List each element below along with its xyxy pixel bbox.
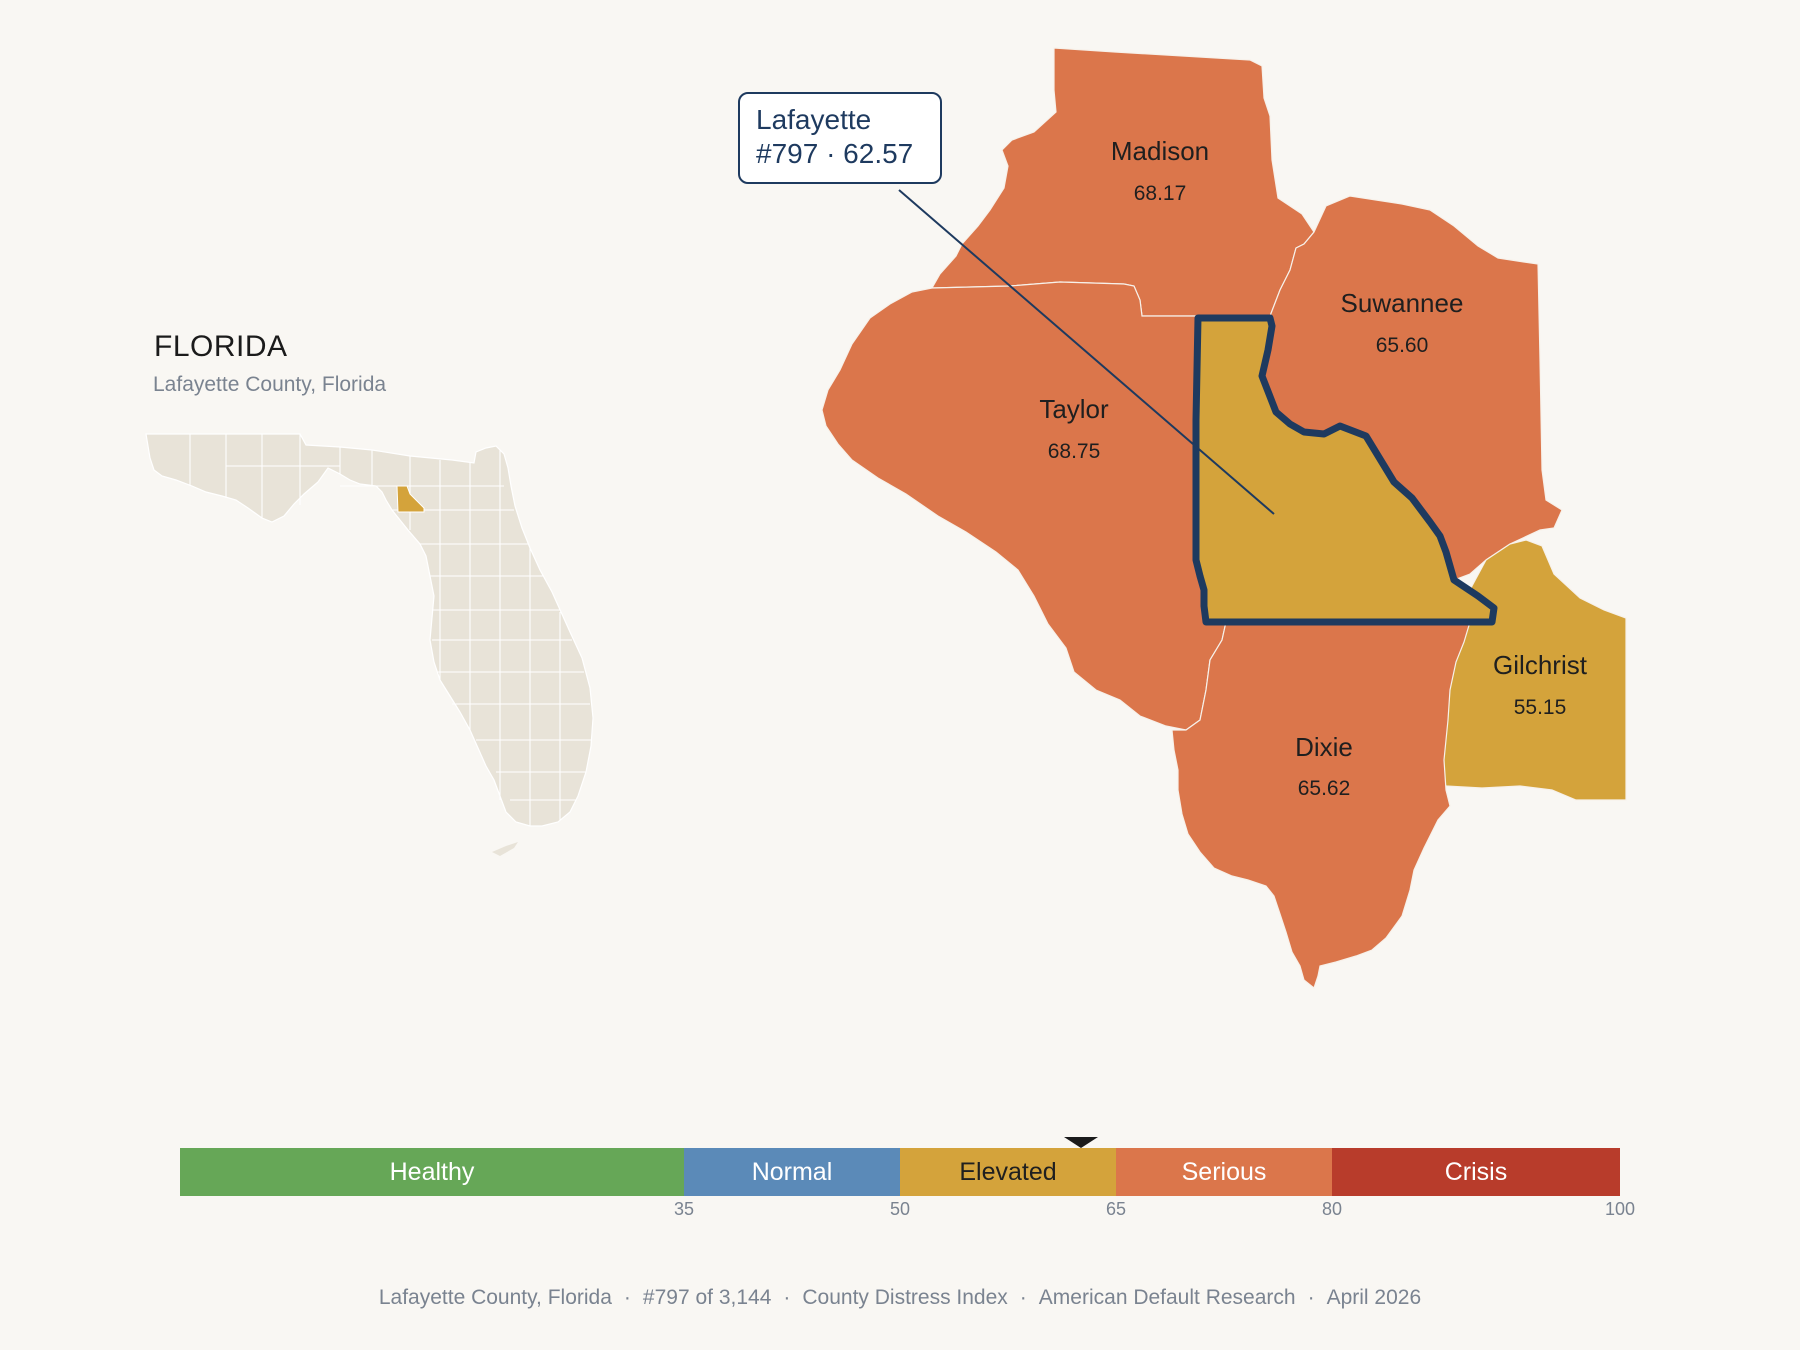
state-subtitle: Lafayette County, Florida (153, 373, 387, 396)
footer-index-name: County Distress Index (802, 1286, 1008, 1309)
scale-segment-serious: Serious (1116, 1148, 1332, 1196)
score-marker-icon (1064, 1137, 1098, 1148)
scale-segment-crisis: Crisis (1332, 1148, 1620, 1196)
county-madison[interactable] (930, 47, 1315, 317)
county-label-suwannee: Suwannee (1341, 288, 1464, 318)
scale-tick-100: 100 (1604, 1199, 1636, 1219)
scale-segment-healthy: Healthy (180, 1148, 684, 1196)
florida-inset-lafayette (396, 485, 425, 513)
footer-rank: #797 of 3,144 (642, 1286, 772, 1309)
scale-tick-65: 65 (1105, 1199, 1127, 1219)
scale-tick-35: 35 (673, 1199, 695, 1219)
callout-leader-line (898, 189, 1275, 515)
callout-county-name: Lafayette (756, 104, 872, 135)
distress-scale-bar: Healthy Normal Elevated Serious Crisis (180, 1148, 1620, 1196)
scale-segment-normal: Normal (684, 1148, 900, 1196)
county-score-taylor: 68.75 (1048, 440, 1101, 463)
footer-credits: Lafayette County, Florida · #797 of 3,144 ·… (378, 1286, 1422, 1309)
footer-date: April 2026 (1326, 1286, 1422, 1309)
county-score-madison: 68.17 (1134, 182, 1187, 205)
county-taylor[interactable] (821, 281, 1227, 731)
lafayette-callout: Lafayette #797 · 62.57 (738, 92, 942, 184)
scale-tick-50: 50 (889, 1199, 911, 1219)
county-score-suwannee: 65.60 (1376, 334, 1429, 357)
scale-tick-80: 80 (1321, 1199, 1343, 1219)
region-map (821, 47, 1627, 990)
county-dixie[interactable] (1171, 621, 1471, 990)
callout-rank-score: #797 · 62.57 (756, 138, 914, 169)
florida-inset-map (145, 433, 594, 856)
county-label-gilchrist: Gilchrist (1493, 650, 1588, 680)
county-label-taylor: Taylor (1039, 394, 1109, 424)
scale-segment-elevated: Elevated (900, 1148, 1116, 1196)
footer-county: Lafayette County, Florida (378, 1286, 612, 1309)
florida-state-shape (145, 433, 594, 827)
county-score-dixie: 65.62 (1298, 777, 1351, 800)
county-label-dixie: Dixie (1295, 732, 1353, 762)
county-label-madison: Madison (1111, 136, 1209, 166)
county-score-gilchrist: 55.15 (1514, 696, 1567, 719)
footer-publisher: American Default Research (1038, 1286, 1296, 1309)
florida-keys (492, 842, 518, 856)
county-lafayette[interactable] (1192, 314, 1498, 626)
state-title: FLORIDA (154, 330, 288, 363)
